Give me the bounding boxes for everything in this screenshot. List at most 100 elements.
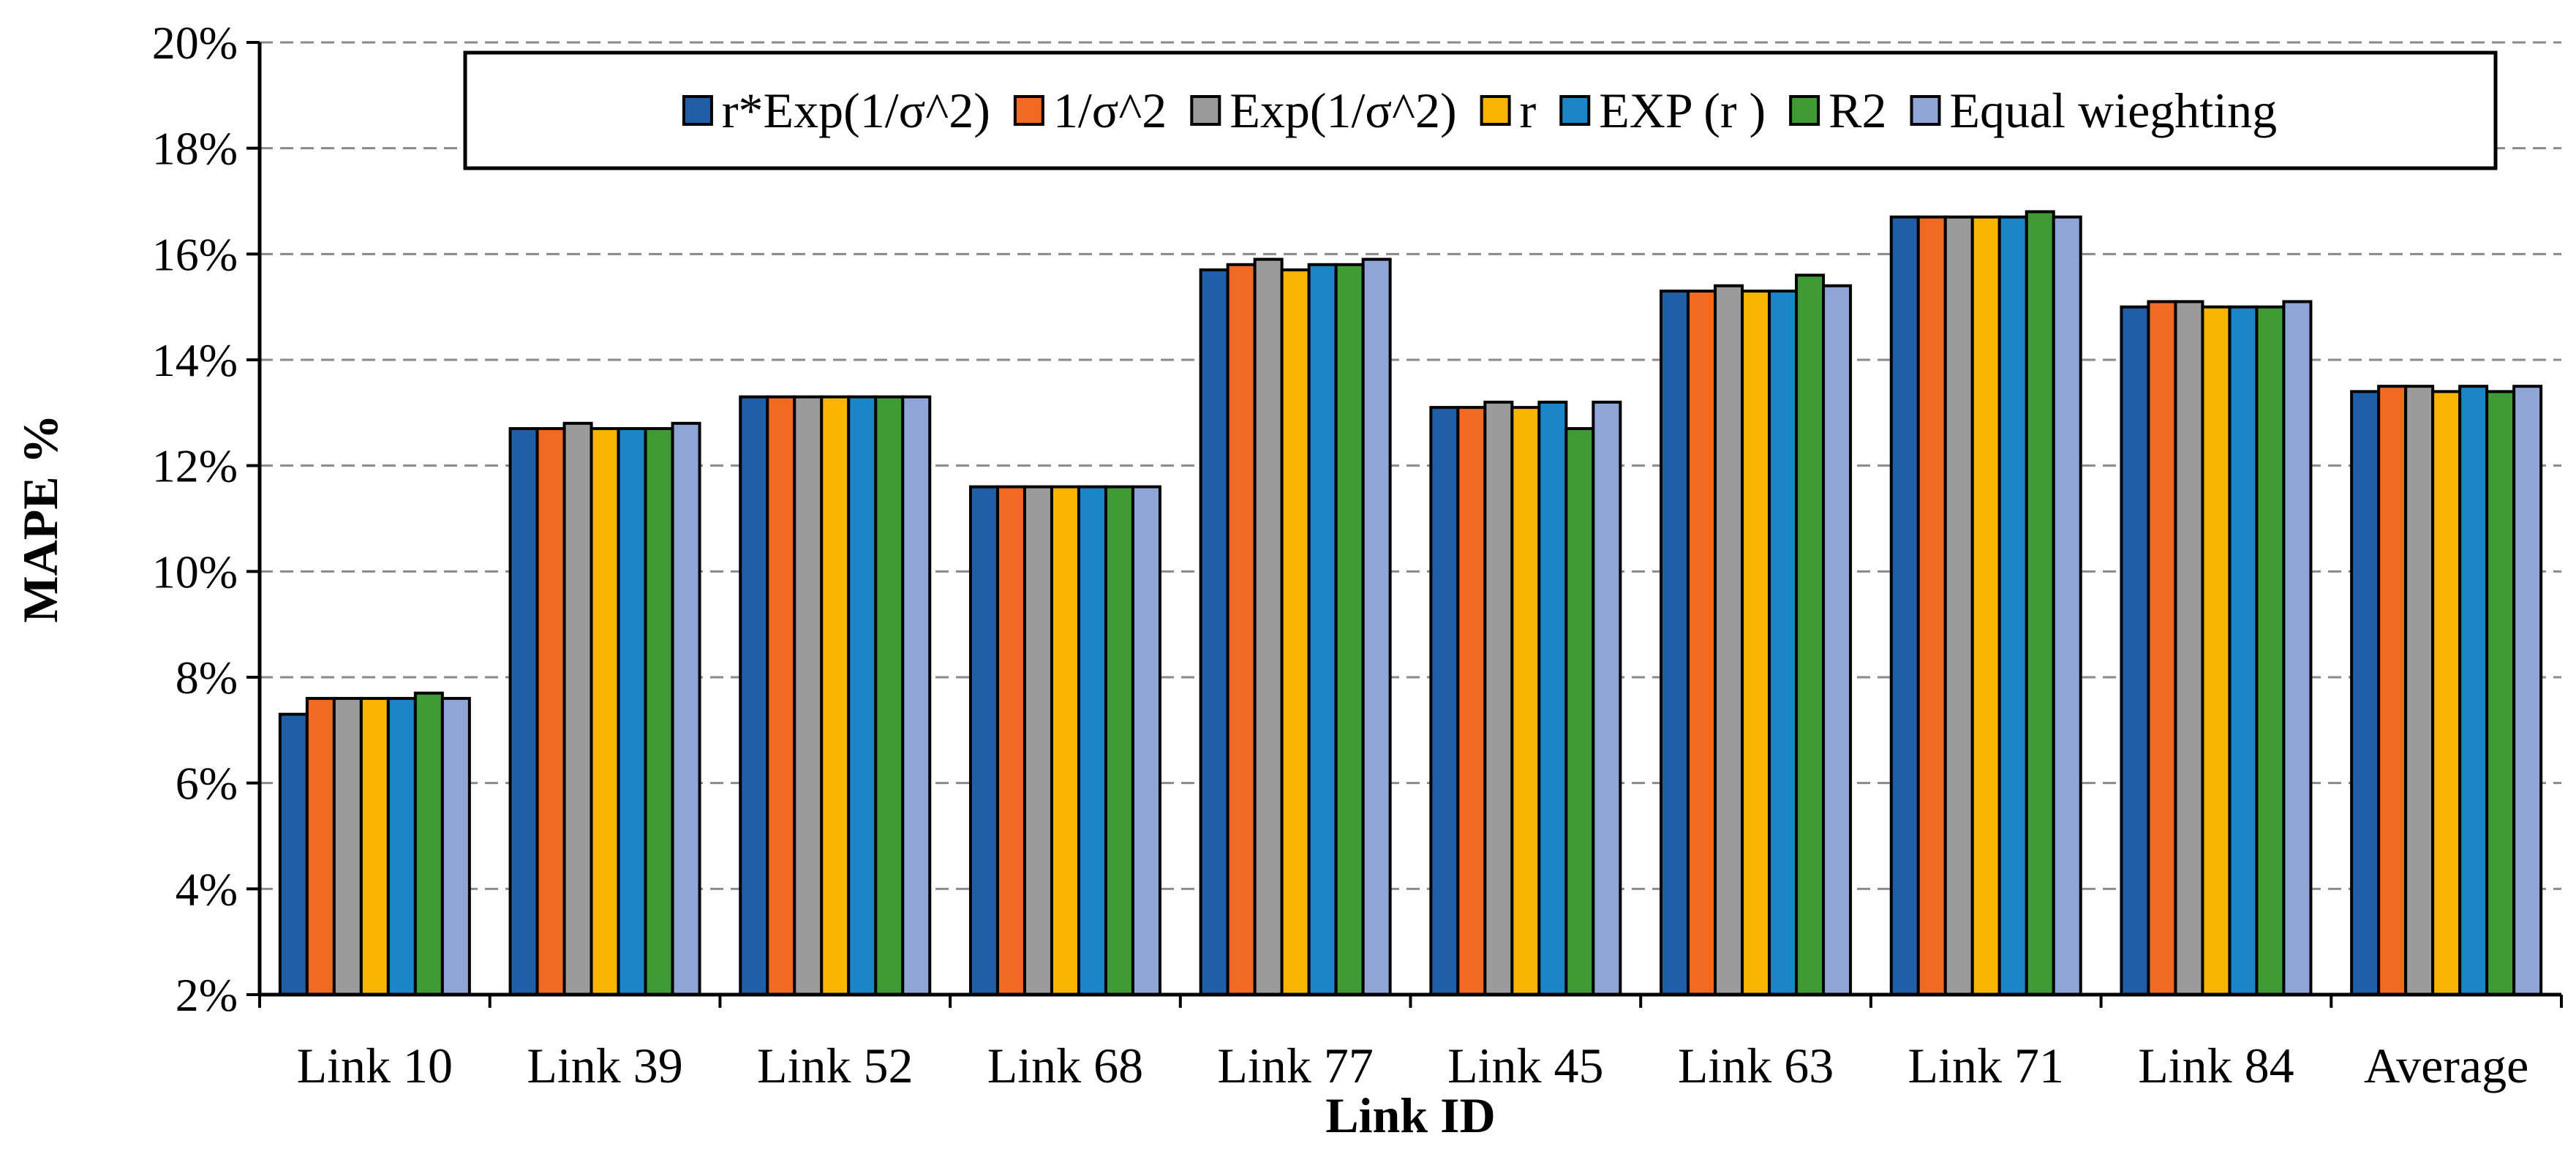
bar [1483,400,1514,996]
bar [1822,284,1853,996]
bar [1714,284,1744,996]
x-tick-label: Link 71 [1908,1038,2064,1093]
bar [1916,215,1947,997]
bar [847,395,878,996]
bar [1253,257,1284,997]
bar [440,696,471,997]
legend-swatch [1910,95,1941,126]
y-tick-label: 16% [152,228,238,280]
axes [246,41,2563,1008]
x-tick-label: Link 77 [1217,1038,1373,1093]
bar [1741,289,1771,996]
bar [386,696,417,997]
legend-swatch [1013,95,1044,126]
bar [2512,385,2543,996]
bar [1970,215,2001,997]
legend-label: EXP (r ) [1599,83,1766,138]
y-tick-label: 10% [152,546,238,598]
y-tick-label: 20% [152,17,238,69]
legend-label: r [1520,83,1537,138]
bar [2147,300,2177,996]
bar [1687,289,1717,996]
y-tick-label: 18% [152,123,238,175]
legend-label: Exp(1/σ^2) [1229,83,1456,138]
x-tick-label: Link 39 [527,1038,682,1093]
bar [1199,268,1229,996]
bar [1334,263,1365,996]
bar [2458,385,2489,996]
legend-swatch [1190,95,1221,126]
bar [332,696,363,997]
bar [1023,485,1053,996]
legend-swatch [682,95,713,126]
bar [2431,390,2462,996]
y-tick-label: 4% [176,863,238,915]
legend: r*Exp(1/σ^2) 1/σ^2 Exp(1/σ^2) r EXP (r ) R2 Eq… [463,50,2498,170]
bar [995,485,1026,996]
tick-labels: 2% 4% 6% 8% 10% 12% 14% 16% 18% 20% Link 10 Link 39… [152,17,2529,1093]
x-tick-label: Link 68 [987,1038,1143,1093]
legend-swatch [1559,95,1591,126]
x-tick-label: Link 10 [297,1038,453,1093]
y-tick-label: 2% [176,969,238,1021]
bar [1429,406,1460,996]
legend-label: R2 [1829,83,1886,138]
bar [793,395,824,996]
bar [1795,274,1826,996]
bar [359,696,390,997]
bar [2174,300,2204,996]
bar [968,485,999,996]
x-tick-label: Link 63 [1678,1038,1834,1093]
bar [1510,406,1541,996]
legend-label: Equal wieghting [1950,83,2278,138]
legend-label: r*Exp(1/σ^2) [722,83,990,138]
bar [535,427,566,996]
bar [671,421,701,996]
bar [1889,215,1920,997]
bar [2485,390,2516,996]
bars [278,210,2543,997]
bar [644,427,674,996]
bar [1226,263,1257,996]
bar [1537,400,1568,996]
x-tick-label: Link 84 [2138,1038,2294,1093]
bar [2350,390,2381,996]
bar [1307,263,1338,996]
bar [820,395,851,996]
bar [1361,257,1392,997]
bar [508,427,539,996]
y-tick-label: 12% [152,440,238,492]
bar [1943,215,1974,997]
bar [413,691,444,996]
bar [1997,215,2028,997]
bar [1456,406,1487,996]
bar [2377,385,2408,996]
bar [1280,268,1311,996]
bar [562,421,593,996]
bar [1768,289,1799,996]
bar [1564,427,1595,996]
legend-swatch [1789,95,1820,126]
y-axis-title: MAPE % [12,414,68,622]
bar [305,696,336,997]
bar [1050,485,1080,996]
bar [617,427,647,996]
y-tick-label: 6% [176,758,238,810]
bar [1660,289,1690,996]
bar [2201,305,2232,996]
bar [2052,215,2082,997]
bar [278,712,309,997]
bar [2404,385,2435,996]
bar [1592,400,1622,996]
legend-swatch [1480,95,1511,126]
x-axis-title: Link ID [1325,1088,1495,1143]
bar [2255,305,2286,996]
bar [1104,485,1134,996]
x-tick-label: Average [2364,1038,2528,1093]
x-tick-label: Link 52 [757,1038,913,1093]
y-tick-label: 8% [176,652,238,704]
bar [1077,485,1107,996]
bar [766,395,796,996]
